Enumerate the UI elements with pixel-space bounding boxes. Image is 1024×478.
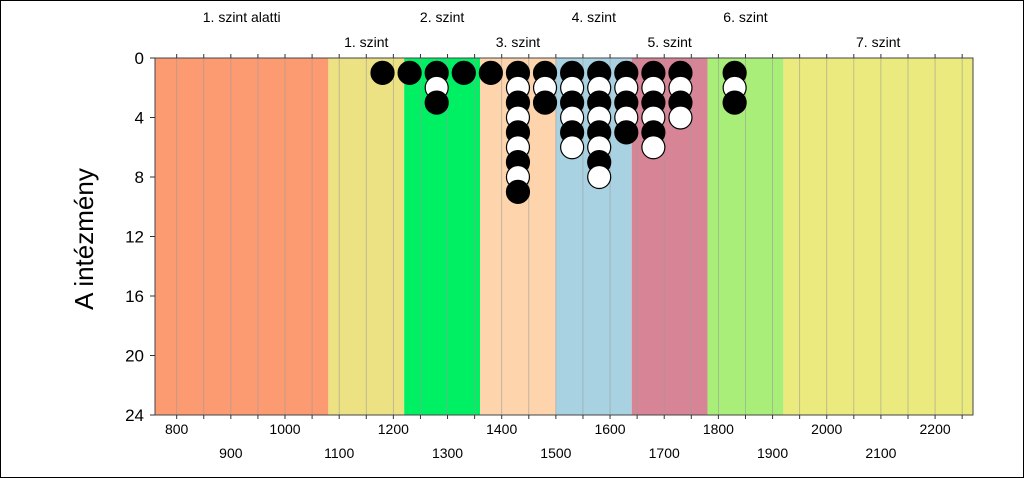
x-tick-label: 900 <box>219 445 243 461</box>
data-point-black <box>424 90 449 115</box>
x-tick-label: 1800 <box>703 421 734 437</box>
band-label: 1. szint <box>344 34 388 50</box>
level-band <box>155 58 329 415</box>
y-tick-label: 12 <box>125 228 144 247</box>
data-point-white <box>668 105 693 130</box>
band-label: 2. szint <box>420 9 464 25</box>
level-band <box>783 58 973 415</box>
data-points <box>370 60 747 204</box>
band-label: 1. szint alatti <box>203 9 281 25</box>
data-point-black <box>722 90 747 115</box>
x-tick-label: 1500 <box>540 445 571 461</box>
axis-ticks: 800 1000 1200 1400 1600 1800 2000 2200 900 1100 13… <box>125 49 963 461</box>
x-tick-label: 1900 <box>757 445 788 461</box>
x-tick-label: 1000 <box>269 421 300 437</box>
y-tick-label: 16 <box>125 287 144 306</box>
y-tick-label: 8 <box>135 168 144 187</box>
data-point-black <box>532 90 558 115</box>
x-tick-label: 1100 <box>324 445 354 461</box>
x-tick-label: 2100 <box>865 445 896 461</box>
band-label: 3. szint <box>496 34 540 50</box>
grid-lines <box>176 58 963 415</box>
band-label: 5. szint <box>647 34 691 50</box>
data-point-black <box>505 179 531 204</box>
data-point-black <box>478 60 503 85</box>
y-axis-label: A intézmény <box>69 168 99 310</box>
band-label: 7. szint <box>856 34 900 50</box>
data-point-black <box>451 60 476 85</box>
data-point-white <box>641 135 666 160</box>
x-tick-label: 2000 <box>811 421 842 437</box>
y-tick-label: 4 <box>135 109 144 128</box>
x-tick-label: 800 <box>165 421 189 437</box>
x-tick-label: 1400 <box>486 421 517 437</box>
data-point-black <box>614 120 639 145</box>
band-labels: 1. szint alatti 1. szint 2. szint 3. szint 4… <box>203 9 901 50</box>
band-label: 6. szint <box>723 9 767 25</box>
y-tick-label: 24 <box>125 406 144 425</box>
data-point-black <box>370 60 395 85</box>
band-label: 4. szint <box>572 9 616 25</box>
data-point-black <box>397 60 422 85</box>
y-tick-label: 20 <box>125 347 144 366</box>
level-band <box>404 58 481 415</box>
x-tick-label: 1700 <box>649 445 680 461</box>
x-tick-label: 1600 <box>594 421 625 437</box>
data-point-white <box>587 164 612 190</box>
y-tick-label: 0 <box>135 49 144 68</box>
x-tick-label: 1300 <box>432 445 463 461</box>
x-tick-label: 2200 <box>920 421 951 437</box>
data-point-white <box>560 135 585 160</box>
x-tick-label: 1200 <box>378 421 409 437</box>
